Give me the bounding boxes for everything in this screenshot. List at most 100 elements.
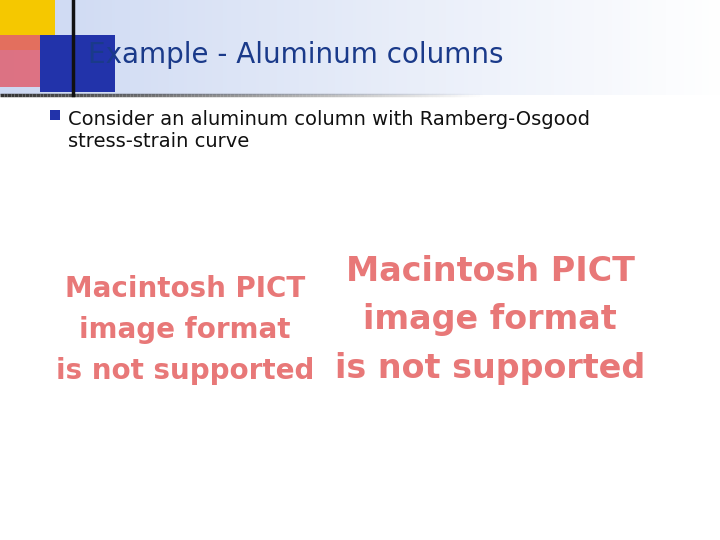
Bar <box>36 0 40 95</box>
Bar <box>533 0 536 95</box>
Bar <box>184 0 187 95</box>
Bar <box>104 0 108 95</box>
Text: Macintosh PICT
image format
is not supported: Macintosh PICT image format is not suppo… <box>335 255 645 385</box>
Bar <box>292 0 295 95</box>
Bar <box>414 0 418 95</box>
Bar <box>209 0 212 95</box>
Bar <box>137 0 140 95</box>
Bar <box>320 0 324 95</box>
Bar <box>4 0 7 95</box>
Bar <box>400 0 403 95</box>
Bar <box>119 0 122 95</box>
Bar <box>626 0 630 95</box>
Bar <box>256 0 259 95</box>
Bar <box>562 0 565 95</box>
Bar <box>410 0 414 95</box>
Text: Macintosh PICT
image format
is not supported: Macintosh PICT image format is not suppo… <box>56 275 314 385</box>
Bar <box>288 0 292 95</box>
Bar <box>439 0 443 95</box>
Bar <box>464 0 468 95</box>
Bar <box>148 0 151 95</box>
Bar <box>58 0 61 95</box>
Bar <box>0 0 4 95</box>
Bar <box>526 0 529 95</box>
Bar <box>162 0 166 95</box>
Bar <box>205 0 209 95</box>
Bar <box>22 0 25 95</box>
Bar <box>475 0 479 95</box>
Bar <box>648 0 652 95</box>
Bar <box>346 0 349 95</box>
Bar <box>335 0 338 95</box>
Bar <box>536 0 540 95</box>
Bar <box>637 0 641 95</box>
Bar <box>706 0 709 95</box>
Bar <box>90 0 94 95</box>
Bar <box>655 0 659 95</box>
Bar <box>101 0 104 95</box>
Bar <box>310 0 313 95</box>
Bar <box>176 0 180 95</box>
Bar <box>504 0 508 95</box>
Bar <box>691 0 695 95</box>
Bar <box>601 0 605 95</box>
Bar <box>306 0 310 95</box>
Bar <box>248 0 252 95</box>
Bar <box>698 0 702 95</box>
Bar <box>680 0 684 95</box>
Bar <box>389 0 392 95</box>
Bar <box>61 0 65 95</box>
Bar <box>554 0 558 95</box>
Bar <box>551 0 554 95</box>
Bar <box>425 0 428 95</box>
Bar <box>392 0 396 95</box>
Bar <box>367 0 371 95</box>
Bar <box>130 0 133 95</box>
Bar <box>191 0 194 95</box>
Bar <box>144 0 148 95</box>
Bar <box>515 0 518 95</box>
Bar <box>558 0 562 95</box>
Bar <box>158 0 162 95</box>
Bar <box>454 0 457 95</box>
Bar <box>328 0 331 95</box>
Bar <box>641 0 644 95</box>
Bar <box>349 0 353 95</box>
Bar <box>713 0 716 95</box>
Bar <box>86 0 90 95</box>
Bar <box>396 0 400 95</box>
Bar <box>364 0 367 95</box>
Bar <box>313 0 317 95</box>
Bar <box>97 0 101 95</box>
Bar <box>151 0 155 95</box>
Bar <box>79 0 83 95</box>
Bar <box>443 0 446 95</box>
Bar <box>418 0 421 95</box>
Bar <box>284 0 288 95</box>
Bar <box>450 0 454 95</box>
Bar <box>590 0 594 95</box>
Bar <box>115 0 119 95</box>
Bar <box>522 0 526 95</box>
Bar <box>18 0 22 95</box>
Bar <box>709 0 713 95</box>
Bar <box>482 0 486 95</box>
Bar <box>140 0 144 95</box>
Bar <box>317 0 320 95</box>
Bar <box>0 0 55 50</box>
Bar <box>630 0 634 95</box>
Bar <box>605 0 608 95</box>
Bar <box>598 0 601 95</box>
Bar <box>684 0 688 95</box>
Bar <box>634 0 637 95</box>
Bar <box>421 0 425 95</box>
Bar <box>187 0 191 95</box>
Bar <box>490 0 493 95</box>
Bar <box>493 0 497 95</box>
Bar <box>40 35 115 92</box>
Bar <box>241 0 245 95</box>
Bar <box>331 0 335 95</box>
Bar <box>547 0 551 95</box>
Bar <box>238 0 241 95</box>
Bar <box>587 0 590 95</box>
